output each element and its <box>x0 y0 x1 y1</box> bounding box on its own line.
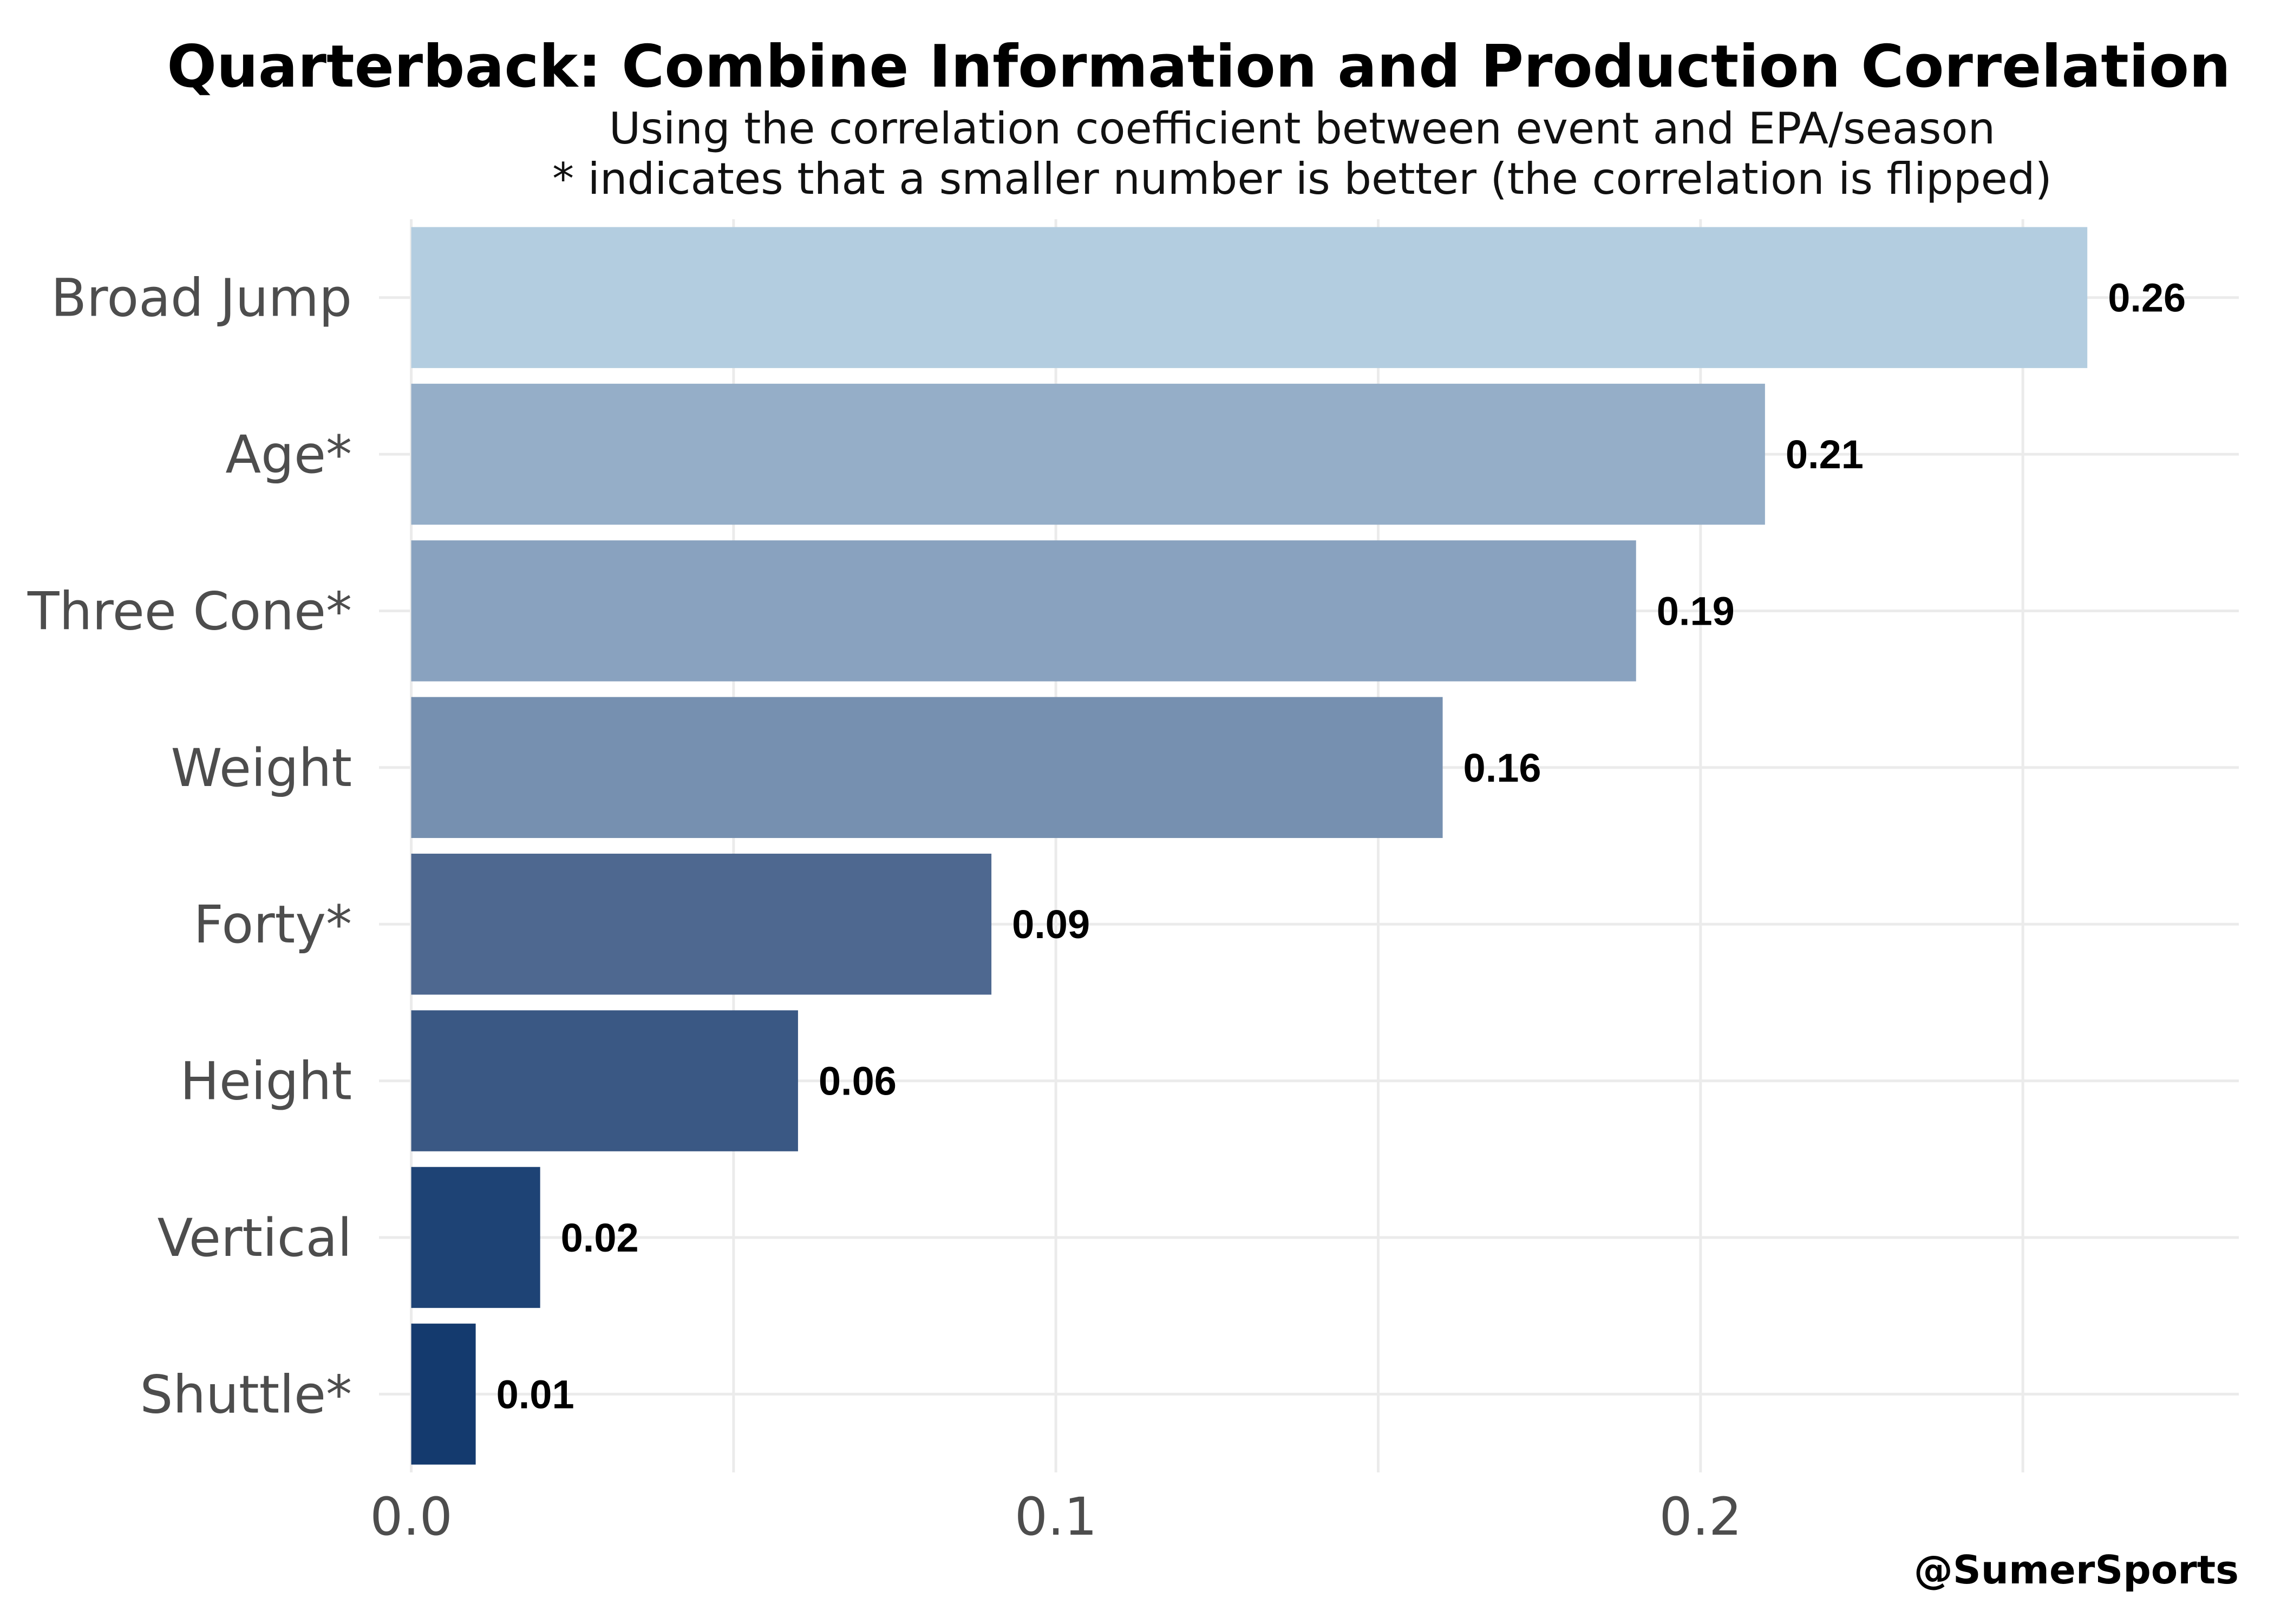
bar <box>411 853 992 995</box>
bar <box>411 227 2088 368</box>
category-label: Three Cone* <box>27 581 352 641</box>
category-label: Broad Jump <box>51 268 352 329</box>
x-tick-label: 0.2 <box>1659 1487 1742 1547</box>
value-label: 0.01 <box>496 1372 574 1417</box>
bar <box>411 697 1443 839</box>
value-label: 0.06 <box>819 1059 897 1104</box>
bar <box>411 383 1765 525</box>
x-tick-label: 0.1 <box>1015 1487 1097 1547</box>
value-label: 0.19 <box>1657 588 1735 633</box>
bar <box>411 540 1636 682</box>
chart-subtitle-line-1: Using the correlation coefficient betwee… <box>609 103 1995 154</box>
category-label: Weight <box>171 738 352 798</box>
value-label: 0.16 <box>1463 745 1541 790</box>
value-label: 0.02 <box>561 1215 639 1260</box>
category-label: Vertical <box>158 1208 352 1268</box>
value-label: 0.09 <box>1012 902 1090 947</box>
value-labels: 0.26 0.21 0.19 0.16 0.09 0.06 0.02 0.01 <box>496 276 2186 1417</box>
chart-caption: @SumerSports <box>1914 1547 2239 1593</box>
category-label: Forty* <box>194 894 352 955</box>
bars <box>411 227 2088 1465</box>
category-label: Shuttle* <box>140 1364 352 1425</box>
category-label: Age* <box>225 424 352 485</box>
category-axis: Broad Jump Age* Three Cone* Weight Forty* Hei… <box>27 268 352 1425</box>
value-label: 0.21 <box>1786 432 1864 477</box>
category-label: Height <box>180 1051 352 1112</box>
chart-subtitle-line-2: * indicates that a smaller number is bet… <box>552 154 2052 204</box>
value-label: 0.26 <box>2108 276 2186 320</box>
value-axis: 0.0 0.1 0.2 <box>370 1487 1742 1547</box>
chart-title: Quarterback: Combine Information and Pro… <box>167 33 2231 101</box>
bar <box>411 1167 540 1308</box>
x-tick-label: 0.0 <box>370 1487 453 1547</box>
bar <box>411 1324 476 1465</box>
bar <box>411 1010 798 1151</box>
